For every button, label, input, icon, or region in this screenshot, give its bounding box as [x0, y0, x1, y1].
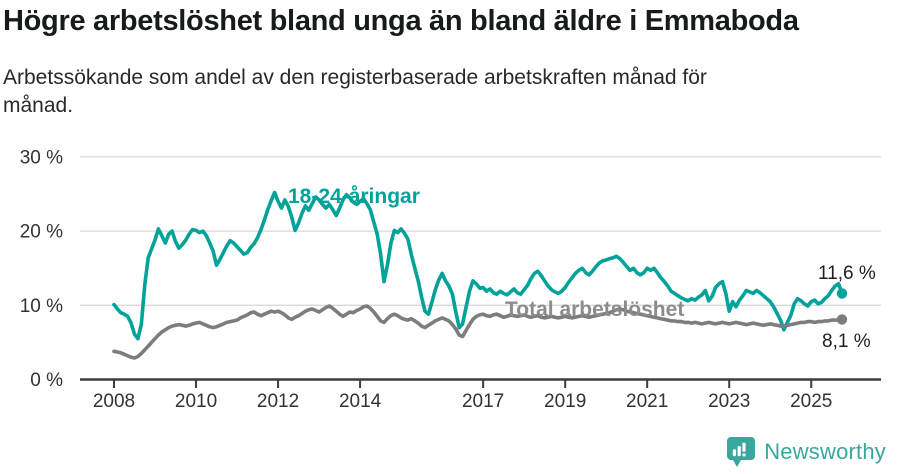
x-axis-tick-label: 2021: [626, 391, 668, 412]
youth-end-dot: [836, 288, 848, 299]
x-axis-tick-label: 2008: [93, 391, 135, 412]
newsworthy-badge-bar-chart-icon: [727, 437, 756, 467]
x-axis-tick-label: 2012: [257, 391, 299, 412]
youth-line-series: [112, 190, 844, 341]
chart-subtitle: Arbetssökande som andel av den registerb…: [3, 64, 833, 120]
x-axis-tick-label: 2010: [175, 391, 217, 412]
x-axis-tick-label: 2019: [544, 391, 586, 412]
series-label-youth: 18-24-åringar: [288, 185, 420, 208]
x-axis-tick-label: 2023: [708, 391, 750, 412]
x-axis-tick-label: 2025: [790, 391, 832, 412]
y-axis-tick-label: 20 %: [20, 222, 63, 243]
total-line-series: [112, 304, 844, 360]
newsworthy-logo-text: Newsworthy: [764, 439, 886, 464]
total-end-dot: [836, 314, 848, 325]
chart-subtitle-line2: månad.: [3, 94, 74, 117]
chart-subtitle-line1: Arbetssökande som andel av den registerb…: [3, 66, 707, 89]
chart-plot-area: 0 % 10 % 20 % 30 % 2008 2010 2012 2014 2017 2019 2…: [20, 147, 881, 412]
series-label-total: Total arbetslöshet: [505, 298, 684, 321]
end-value-label-total: 8,1 %: [822, 331, 871, 352]
y-axis-tick-label: 30 %: [20, 147, 63, 168]
page-title: Högre arbetslöshet bland unga än bland ä…: [3, 5, 799, 37]
end-value-label-youth: 11,6 %: [818, 263, 876, 284]
x-axis-tick-label: 2014: [339, 391, 382, 412]
x-axis-tick-label: 2017: [462, 391, 504, 412]
newsworthy-logo: Newsworthy: [726, 436, 886, 468]
y-axis-tick-label: 0 %: [30, 370, 63, 391]
y-axis-tick-label: 10 %: [20, 296, 63, 317]
